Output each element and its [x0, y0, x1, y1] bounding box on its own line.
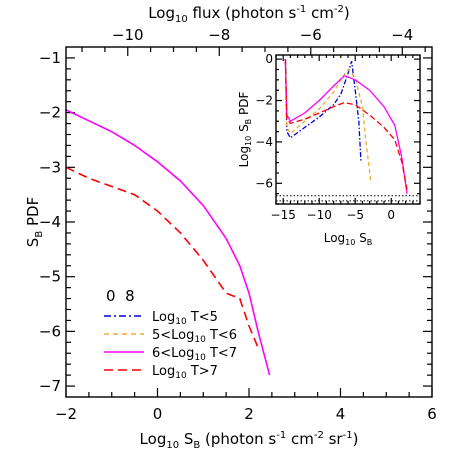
legend-label: Log10 T>7	[152, 364, 218, 381]
legend-label: 5<Log10 T<6	[152, 328, 237, 345]
y-tick-label: −5	[39, 268, 61, 286]
series-line	[65, 109, 271, 376]
legend-label: 6<Log10 T<7	[152, 346, 237, 363]
inset-y-tick-label: 0	[265, 52, 273, 66]
inset-series-line	[284, 59, 372, 184]
inset-series-line	[284, 59, 362, 163]
x-tick-label: 4	[336, 405, 346, 423]
inset-reference-lines	[276, 195, 420, 202]
inset-x-tick-label: −15	[271, 208, 296, 222]
inset-y-tick-label: −2	[255, 94, 273, 108]
inset-x-axis-title: Log10 SB	[324, 231, 373, 247]
main-tick-labels: −2 0 2 4 6 −10 −8 −6 −4 −7 −6 −5 −4 −3 −2 −1	[39, 26, 437, 423]
top-tick-label: −10	[112, 26, 144, 44]
inset-x-tick-label: −10	[307, 208, 332, 222]
x-tick-label: 6	[427, 405, 437, 423]
x-axis-title: Log10 SB (photon s-1 cm-2 sr-1)	[140, 430, 359, 451]
y-tick-label: −2	[39, 104, 61, 122]
inset-chart: −15 −10 −5 0 −6 −4 −2 0 Log10 SB Log10 SB PDF	[237, 52, 421, 247]
x-tick-label: 2	[244, 405, 254, 423]
main-axis-ticks	[65, 47, 433, 397]
y-tick-label: −1	[39, 49, 61, 67]
inset-series-line	[284, 59, 408, 190]
main-series-lines	[65, 109, 271, 376]
y-tick-label: −7	[39, 377, 61, 395]
top-tick-label: −6	[300, 26, 322, 44]
main-plot-frame	[65, 46, 433, 398]
inset-y-tick-label: −4	[255, 135, 273, 149]
inset-series-line	[284, 59, 408, 194]
inset-series-lines	[284, 59, 408, 194]
inset-tick-labels: −15 −10 −5 0 −6 −4 −2 0	[255, 52, 395, 222]
top-tick-label: −8	[208, 26, 230, 44]
inset-x-tick-label: −5	[346, 208, 364, 222]
top-tick-label: −4	[391, 26, 413, 44]
x-tick-label: 0	[153, 405, 163, 423]
y-tick-label: −3	[39, 158, 61, 176]
inset-plot-frame	[275, 54, 421, 205]
y-tick-label: −4	[39, 213, 61, 231]
legend-label: Log10 T<5	[152, 310, 218, 327]
legend-title: 0 8	[106, 287, 135, 305]
inset-y-tick-label: −6	[255, 176, 273, 190]
inset-y-axis-title: Log10 SB PDF	[237, 92, 253, 168]
series-line	[65, 166, 259, 349]
y-axis-title: SB PDF	[24, 197, 45, 247]
y-tick-label: −6	[39, 322, 61, 340]
inset-x-tick-label: 0	[387, 208, 395, 222]
top-axis-title: Log10 flux (photon s-1 cm-2)	[148, 4, 350, 25]
x-tick-label: −2	[55, 405, 77, 423]
legend: 0 8 Log10 T<55<Log10 T<66<Log10 T<7Log10…	[104, 287, 237, 381]
